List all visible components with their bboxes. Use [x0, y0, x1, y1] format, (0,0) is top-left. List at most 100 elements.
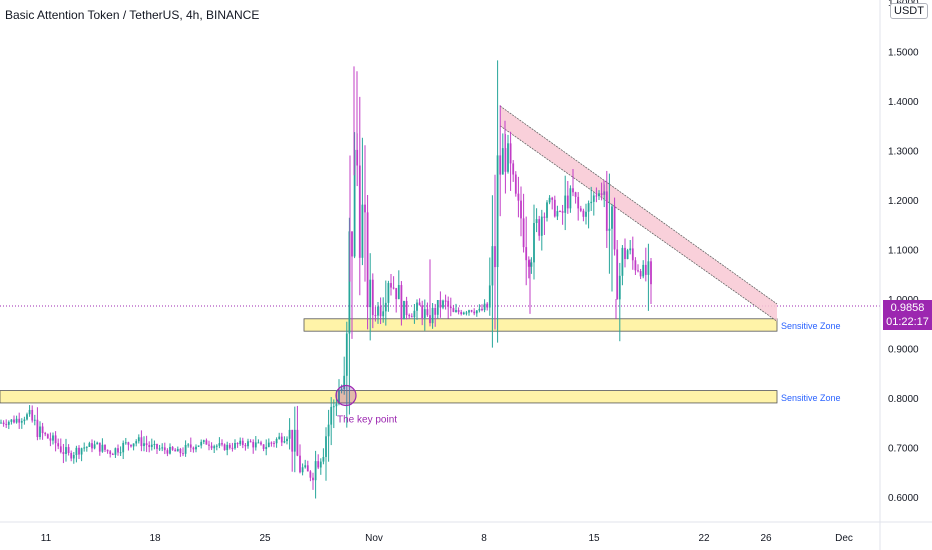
candle-body — [397, 285, 400, 300]
candle-body — [65, 447, 67, 455]
candle-body — [644, 264, 647, 275]
candle-body — [374, 315, 377, 317]
candle-body — [410, 316, 413, 318]
candle-body — [184, 444, 187, 454]
candle-body — [158, 448, 161, 450]
candle-body — [88, 443, 91, 447]
candle-body — [478, 308, 481, 311]
candle-body — [85, 446, 88, 448]
candle-body — [509, 143, 512, 164]
candle-body — [338, 390, 340, 404]
candle-body — [465, 312, 468, 314]
candle-body — [530, 262, 533, 267]
candle-body — [434, 307, 437, 315]
candle-body — [637, 270, 639, 272]
candle-body — [132, 443, 135, 447]
candle-body — [382, 311, 385, 317]
candle-body — [210, 445, 213, 449]
candle-body — [319, 461, 322, 468]
candle-body — [33, 419, 36, 421]
candle-body — [468, 310, 470, 313]
candle-body — [457, 310, 460, 313]
candle-body — [639, 271, 642, 277]
candle-body — [176, 448, 179, 452]
y-tick-label: 0.9000 — [888, 345, 919, 356]
candle-body — [403, 301, 405, 320]
y-tick-label: 1.5000 — [888, 48, 919, 59]
candle-body — [213, 446, 216, 449]
candle-body — [5, 424, 8, 426]
x-tick-label: Dec — [835, 533, 853, 544]
x-tick-label: 25 — [259, 533, 271, 544]
candle-body — [421, 305, 424, 318]
candle-body — [621, 247, 624, 276]
candle-body — [80, 448, 83, 455]
bar-countdown: 01:22:17 — [886, 316, 929, 328]
candle-body — [364, 204, 366, 213]
candle-body — [387, 283, 390, 303]
descending-channel — [500, 105, 777, 322]
candle-body — [78, 447, 80, 455]
key-point-label: The key point — [337, 415, 397, 426]
candle-body — [111, 454, 114, 456]
candle-body — [392, 287, 395, 289]
candle-body — [340, 389, 343, 391]
key-point-marker — [335, 384, 357, 407]
currency-selector[interactable]: USDT — [890, 3, 928, 19]
candle-body — [280, 436, 283, 443]
candle-body — [624, 247, 626, 260]
candle-body — [462, 312, 465, 315]
candle-body — [119, 452, 122, 454]
channel-upper-line — [499, 105, 778, 305]
candle-body — [595, 195, 598, 197]
candle-body — [494, 246, 496, 268]
candle-body — [114, 448, 117, 455]
candle-body — [124, 442, 127, 444]
candle-body — [592, 195, 595, 202]
candle-body — [384, 302, 387, 312]
candle-body — [418, 302, 421, 306]
candle-body — [70, 452, 73, 459]
candle-body — [629, 248, 632, 251]
candle-body — [564, 195, 567, 213]
candle-body — [553, 199, 556, 217]
candle-body — [501, 148, 504, 175]
candle-body — [423, 309, 426, 318]
candle-body — [267, 442, 270, 447]
candle-body — [192, 447, 195, 450]
candle-body — [93, 444, 96, 449]
candle-body — [634, 260, 637, 271]
candle-body — [582, 210, 585, 217]
candle-body — [486, 303, 489, 308]
candle-body — [605, 191, 608, 231]
candle-body — [353, 149, 356, 257]
candle-body — [31, 409, 34, 421]
candle-body — [296, 429, 299, 456]
candle-body — [314, 461, 317, 481]
candle-body — [559, 211, 561, 213]
candle-body — [13, 419, 15, 423]
candle-body — [265, 446, 268, 449]
candle-body — [23, 419, 26, 422]
x-tick-label: 8 — [481, 533, 487, 544]
candle-body — [455, 310, 457, 312]
current-price-tag: 0.9858 01:22:17 — [883, 300, 932, 330]
candle-body — [130, 444, 132, 447]
candle-body — [249, 441, 252, 443]
candle-body — [618, 275, 621, 300]
candle-body — [343, 375, 346, 390]
candle-body — [587, 203, 590, 212]
candle-body — [26, 414, 28, 420]
candle-body — [200, 441, 203, 446]
candle-body — [91, 443, 93, 449]
candle-body — [161, 447, 164, 449]
candle-body — [613, 206, 616, 250]
chart-title: Basic Attention Token / TetherUS, 4h, BI… — [5, 8, 260, 22]
candle-body — [96, 442, 99, 445]
candle-body — [75, 447, 78, 455]
y-tick-label: 1.2000 — [888, 196, 919, 207]
candle-body — [483, 303, 486, 311]
candle-body — [650, 261, 652, 285]
candle-body — [59, 446, 62, 453]
